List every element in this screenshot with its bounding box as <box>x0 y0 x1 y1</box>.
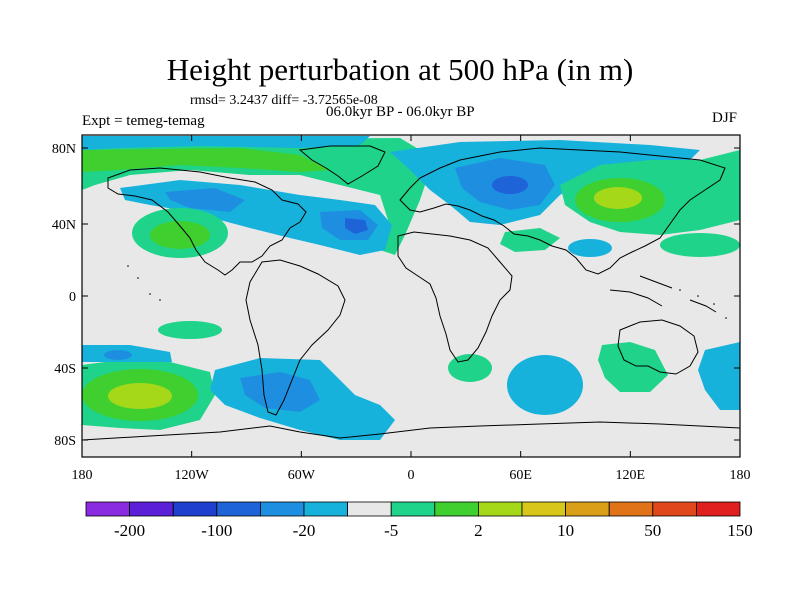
colorbar-label: 10 <box>557 521 574 540</box>
lon-tick-label: 180 <box>72 468 93 483</box>
colorbar-swatch <box>477 501 523 517</box>
contour-tropical-pacific-positive <box>158 321 222 339</box>
island-marks <box>127 265 727 319</box>
colorbar-swatch <box>608 501 654 517</box>
colorbar-swatch <box>216 501 261 517</box>
colorbar-label: -200 <box>114 521 145 540</box>
contour-arctic-negative <box>82 136 370 150</box>
colorbar-label: 50 <box>644 521 661 540</box>
contour-south-pacific-positive-core <box>108 383 172 409</box>
lat-tick-label: 40S <box>54 362 76 377</box>
contour-tasman-negative <box>698 342 740 410</box>
colorbar-swatch <box>696 501 741 517</box>
colorbar-swatch <box>85 501 130 517</box>
lon-tick-label: 0 <box>408 468 415 483</box>
contour-atlantic-negative-core <box>345 218 368 234</box>
coast-eurasia <box>399 147 726 275</box>
colorbar-swatch <box>172 501 218 517</box>
lon-tick-label: 120E <box>616 468 646 483</box>
coast-north-america <box>107 167 307 276</box>
colorbar-swatch <box>390 501 436 517</box>
contour-eurasia-negative-core <box>492 176 528 194</box>
coast-south-america <box>245 259 346 416</box>
colorbar-swatch <box>652 501 697 517</box>
colorbar-label: -100 <box>201 521 232 540</box>
colorbar-swatch <box>129 501 174 517</box>
colorbar-label: 2 <box>474 521 483 540</box>
colorbar-swatch <box>259 501 305 517</box>
contour-arctic-positive <box>82 138 430 255</box>
experiment-label: Expt = temeg-temag <box>82 113 205 129</box>
lon-tick-label: 60E <box>509 468 532 483</box>
colorbar-label: -20 <box>293 521 316 540</box>
colorbar-label: -5 <box>384 521 398 540</box>
contour-east-asia-positive-core <box>594 187 642 209</box>
longitude-axis: 180 120W 60W 0 60E 120E 180 <box>72 135 751 483</box>
colorbar-swatch <box>347 501 392 517</box>
contour-south-atlantic-negative-inner <box>240 372 320 412</box>
contour-arctic-positive-inner <box>82 148 330 172</box>
contour-india-negative <box>568 239 612 257</box>
colorbar-swatch <box>303 501 348 517</box>
contour-north-america-negative-inner <box>165 188 245 212</box>
coast-antarctica <box>82 421 740 441</box>
contour-s-africa-positive <box>448 354 492 382</box>
coast-australia <box>617 319 699 375</box>
contour-australia-positive <box>598 342 668 392</box>
lon-tick-label: 180 <box>730 468 751 483</box>
contour-indian-ocean-negative <box>507 355 583 415</box>
colorbar-swatch <box>565 501 610 517</box>
coast-africa <box>397 231 513 363</box>
contour-pacific-positive-inner <box>150 221 210 249</box>
lat-tick-label: 80S <box>54 434 76 449</box>
lon-tick-label: 60W <box>288 468 316 483</box>
lat-tick-label: 40N <box>52 218 76 233</box>
coastlines <box>82 145 740 441</box>
colorbar-swatch <box>434 501 479 517</box>
lon-tick-label: 120W <box>175 468 210 483</box>
colorbar-swatch <box>521 501 566 517</box>
coast-greenland <box>298 145 386 185</box>
period-subtitle: 06.0kyr BP - 06.0kyr BP <box>326 104 475 120</box>
latitude-axis: 80N 40N 0 40S 80S <box>52 142 740 449</box>
contour-south-pacific-negative-inner <box>104 350 132 360</box>
lat-tick-label: 80N <box>52 142 76 157</box>
plot-title: Height perturbation at 500 hPa (in m) <box>166 52 634 87</box>
stats-line: rmsd= 3.2437 diff= -3.72565e-08 <box>190 93 378 108</box>
colorbar: -200 -100 -20 -5 2 10 50 150 <box>85 501 753 540</box>
contour-field <box>82 135 740 457</box>
season-label: DJF <box>712 110 738 126</box>
coast-se-asia-islands <box>609 275 717 313</box>
lat-tick-label: 0 <box>69 290 76 305</box>
contour-w-pacific-positive <box>660 233 740 257</box>
colorbar-label: 150 <box>727 521 753 540</box>
